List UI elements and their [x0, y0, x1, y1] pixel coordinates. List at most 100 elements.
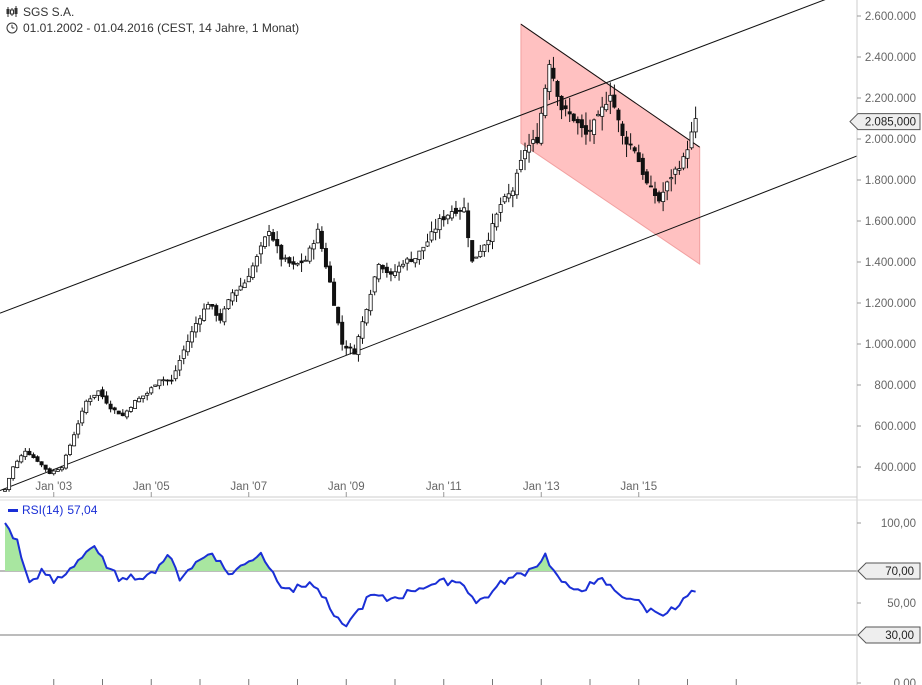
price-y-tick-label: 600.000	[874, 421, 916, 433]
candle-body	[372, 276, 377, 293]
candle-body	[425, 241, 430, 247]
candle-body	[254, 256, 259, 267]
candle-body	[470, 240, 475, 262]
candle-body	[437, 218, 442, 231]
candle-body	[76, 423, 81, 435]
x-axis-tick-label: Jan '03	[35, 481, 72, 493]
candle-body	[693, 118, 698, 133]
candle-body	[258, 245, 263, 255]
rsi-guide-badge	[857, 562, 921, 580]
candle-body	[202, 308, 207, 321]
candle-body	[279, 244, 284, 260]
candle-body	[315, 228, 320, 244]
x-axis-tick-label: Jan '11	[426, 481, 462, 493]
candle-body	[356, 336, 361, 356]
candle-body	[551, 67, 556, 79]
page-title: SGS S.A.	[23, 5, 75, 19]
x-axis-tick-label: Jan '05	[133, 481, 170, 493]
candle-body	[364, 309, 369, 324]
candle-body	[72, 434, 77, 447]
channel-upper-line	[0, 0, 826, 314]
candle-body	[303, 259, 308, 262]
candle-body	[149, 387, 154, 394]
candle-body	[543, 87, 548, 117]
candle-body	[555, 81, 560, 97]
rsi-legend: RSI(14) 57,04	[8, 503, 97, 517]
candle-body	[311, 243, 316, 250]
candle-body	[214, 305, 219, 316]
candle-body	[287, 257, 292, 264]
candle-body	[397, 265, 402, 273]
date-range: 01.01.2002 - 01.04.2016 (CEST, 14 Jahre,…	[23, 21, 300, 35]
x-axis-tick-label: Jan '15	[620, 481, 657, 493]
chart-header: SGS S.A. 01.01.2002 - 01.04.2016 (CEST, …	[6, 4, 299, 36]
candle-body	[230, 292, 235, 302]
candle-body	[612, 94, 617, 108]
candle-body	[661, 191, 666, 203]
candle-body	[563, 105, 568, 110]
candle-body	[275, 239, 280, 247]
candle-body	[295, 263, 300, 266]
candle-body	[84, 400, 89, 413]
candle-body	[588, 129, 593, 132]
candle-body	[474, 256, 479, 259]
candle-body	[482, 244, 487, 252]
rsi-guide-label: 30,00	[885, 630, 914, 642]
candle-body	[608, 94, 613, 102]
rsi-y-tick-label: 50,00	[887, 598, 916, 610]
candle-body	[193, 323, 198, 333]
candle-body	[177, 360, 182, 371]
candle-body	[153, 384, 158, 387]
clock-icon	[6, 22, 18, 34]
candle-body	[226, 299, 231, 310]
candle-body	[518, 159, 523, 170]
candle-body	[327, 265, 332, 283]
candle-body	[644, 171, 649, 184]
candle-body	[124, 410, 129, 418]
candle-body	[417, 250, 422, 260]
candle-body	[453, 207, 458, 214]
candle-body	[19, 455, 24, 463]
candle-body	[108, 403, 113, 410]
candle-body	[620, 123, 625, 136]
candle-body	[648, 185, 653, 188]
candle-body	[104, 395, 109, 404]
candle-body	[197, 318, 202, 325]
candle-body	[673, 168, 678, 175]
candle-body	[169, 379, 174, 382]
channel-lower-line	[0, 155, 858, 491]
candle-body	[539, 112, 544, 144]
candle-body	[206, 304, 211, 310]
candle-body	[494, 213, 499, 228]
title-row: SGS S.A.	[6, 4, 299, 20]
candle-body	[137, 397, 142, 403]
rsi-overbought-fill	[5, 523, 696, 571]
candle-body	[559, 95, 564, 111]
candle-body	[55, 469, 60, 472]
rsi-y-tick-label: 100,00	[881, 518, 916, 530]
candle-body	[640, 157, 645, 175]
candle-body	[7, 477, 12, 490]
candle-body	[319, 230, 324, 249]
candle-body	[218, 313, 223, 321]
candle-body	[185, 341, 190, 353]
candle-body	[23, 450, 28, 458]
candle-body	[299, 260, 304, 264]
candle-body	[120, 412, 125, 417]
candle-body	[173, 370, 178, 380]
candle-body	[478, 250, 483, 258]
candle-body	[11, 466, 16, 479]
candle-body	[449, 211, 454, 219]
candle-body	[571, 113, 576, 122]
candle-body	[401, 263, 406, 267]
candle-body	[604, 103, 609, 111]
candle-body	[498, 204, 503, 213]
trend-channel-layer	[0, 0, 858, 491]
candle-body	[234, 289, 239, 296]
candle-body	[527, 144, 532, 153]
candle-body	[15, 460, 20, 468]
candle-body	[145, 392, 150, 396]
candle-body	[360, 321, 365, 339]
